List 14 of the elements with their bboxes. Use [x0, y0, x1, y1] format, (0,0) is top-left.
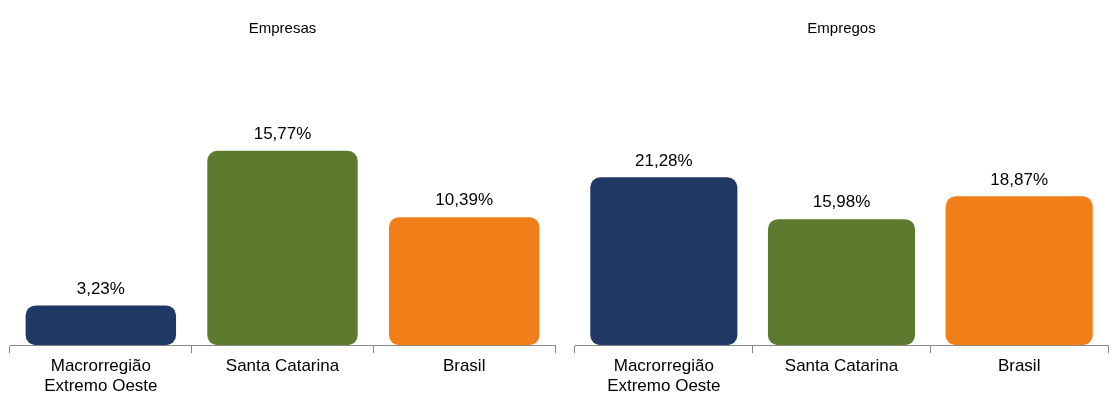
x-tick-label: Macrorregião Extremo Oeste [607, 356, 721, 396]
data-label: 18,87% [990, 169, 1048, 189]
x-tick-label: Macrorregião Extremo Oeste [44, 356, 158, 396]
x-tick-label: Santa Catarina [784, 356, 899, 376]
data-label: 15,77% [253, 124, 312, 144]
data-label: 10,39% [435, 190, 493, 210]
x-tick-label: Santa Catarina [225, 356, 340, 376]
chart-title: Empresas [248, 19, 317, 37]
chart-title: Empregos [807, 19, 876, 37]
data-label: 21,28% [635, 150, 693, 170]
data-label: 15,98% [812, 192, 871, 212]
data-label: 3,23% [76, 278, 125, 298]
x-tick-label: Brasil [442, 356, 486, 376]
x-tick-label: Brasil [997, 356, 1041, 376]
